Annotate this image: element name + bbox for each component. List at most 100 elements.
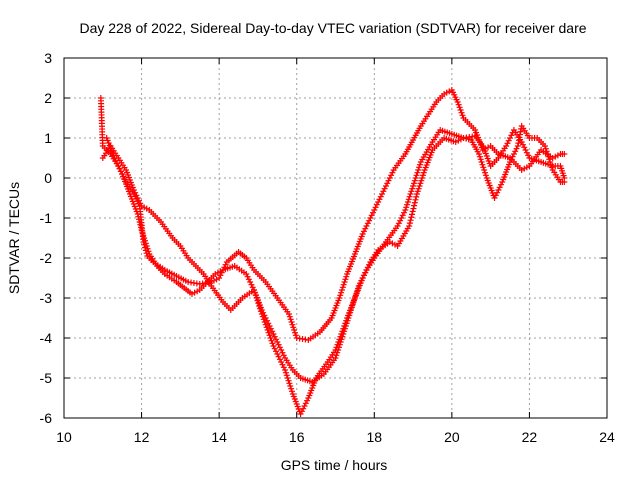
data-point [270,343,277,349]
data-point [503,143,510,149]
data-point [135,216,142,223]
data-point [403,204,410,211]
data-point [410,180,417,187]
data-point [275,341,282,348]
data-point [264,327,271,333]
data-point [115,163,122,169]
data-point [363,223,370,229]
data-point [414,188,421,195]
y-tick-label: -1 [40,210,53,226]
data-point [373,201,380,208]
y-axis-ticks: -6 -5 -4 -3 -2 -1 0 1 2 3 [40,50,607,426]
data-point [364,220,371,227]
data-point [138,227,145,233]
data-point [406,193,413,200]
data-point [496,184,503,191]
data-point [335,339,342,345]
y-tick-label: -5 [40,370,53,386]
data-point [280,364,287,371]
data-point [252,292,259,299]
data-point [372,204,379,211]
data-point [253,295,260,301]
data-point [261,319,268,325]
data-point [301,403,308,409]
data-point [420,169,427,176]
data-point [135,213,142,220]
data-point [287,383,294,389]
data-point [283,372,290,379]
data-point [268,337,275,344]
data-point [402,207,409,213]
data-point [476,153,483,160]
data-point [255,300,262,307]
y-tick-label: 2 [44,90,52,106]
data-point [278,347,285,353]
x-tick-label: 22 [522,429,538,445]
data-point [342,276,349,283]
data-point [476,151,483,157]
data-point [510,151,517,157]
data-point [273,336,280,343]
data-point [457,107,464,113]
data-point [263,324,270,331]
data-point [282,369,289,376]
data-point [274,351,281,357]
data-point [256,303,263,309]
data-point [142,240,149,247]
y-tick-label: 3 [44,50,52,66]
data-point [298,408,305,415]
data-point [111,155,118,161]
data-point [251,289,258,296]
data-point [399,212,406,219]
data-point [141,235,148,241]
data-point [297,411,304,417]
data-point [343,317,350,324]
data-point [481,167,488,173]
data-point [286,380,293,387]
data-point [415,185,422,192]
data-point [380,188,387,195]
data-point [360,272,367,279]
data-point [279,361,286,368]
data-point [116,165,123,172]
data-point [405,196,412,203]
data-point [417,180,424,187]
data-point [546,156,553,163]
data-point [282,367,289,373]
data-point [388,172,395,179]
x-tick-label: 16 [289,429,305,445]
data-point [130,187,137,193]
data-point [339,284,346,291]
data-point [266,323,273,329]
data-point [340,325,347,332]
data-point [366,261,373,268]
data-point [270,331,277,337]
data-point [479,161,486,168]
data-point [541,143,548,149]
data-point [291,329,298,336]
y-tick-label: 1 [44,130,52,146]
data-point [362,225,369,232]
data-point [276,344,283,351]
data-point [418,177,425,184]
data-point [513,145,520,152]
data-point [338,289,345,296]
data-point [411,199,418,206]
data-point [363,267,370,273]
data-point [406,223,413,229]
data-point [259,313,266,320]
data-point [394,223,401,229]
data-point [508,132,515,139]
data-point [337,292,344,299]
data-point [257,308,264,315]
data-point [136,219,143,225]
data-point [276,356,283,363]
data-point [251,287,258,293]
data-point [561,175,568,181]
data-point [416,183,423,189]
data-point [142,237,149,244]
data-point [410,205,417,212]
data-point [522,147,529,153]
